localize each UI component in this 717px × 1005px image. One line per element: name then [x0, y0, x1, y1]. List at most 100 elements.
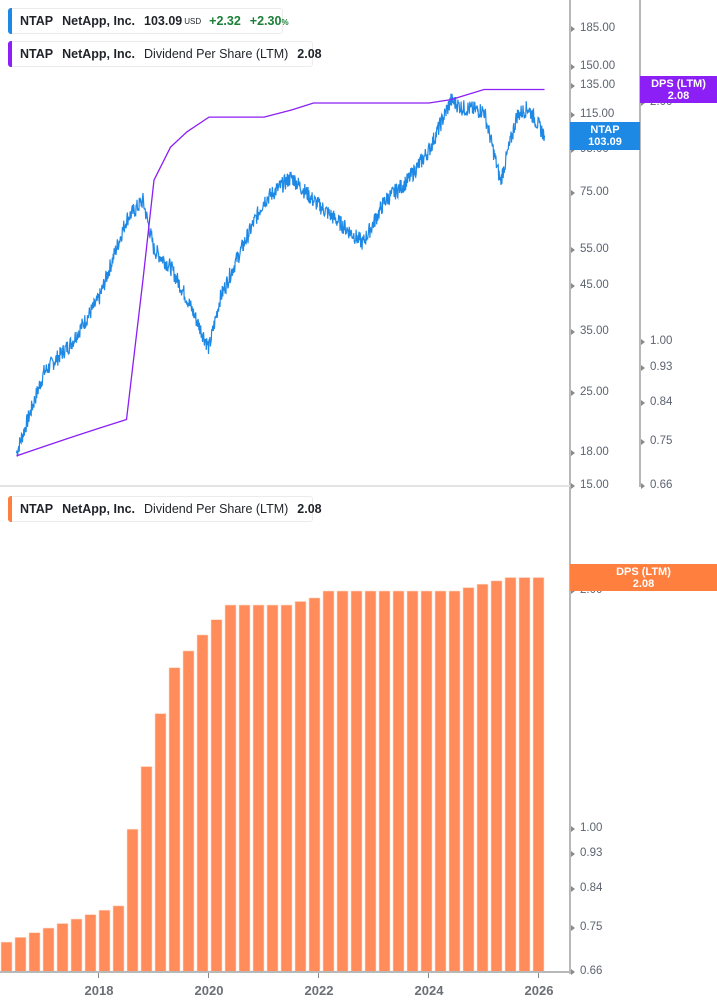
tick-mark — [641, 365, 645, 371]
price-legend[interactable]: NTAP NetApp, Inc. 103.09 USD +2.32 +2.30… — [8, 8, 283, 34]
ticker: NTAP — [20, 14, 53, 28]
dps-bar[interactable] — [463, 588, 474, 972]
dps-bar[interactable] — [407, 591, 418, 972]
ticker: NTAP — [20, 502, 53, 516]
dps-bar[interactable] — [435, 591, 446, 972]
x-tick-mark — [208, 973, 209, 978]
currency: USD — [184, 17, 201, 26]
dps-bar[interactable] — [351, 591, 362, 972]
dps-bar[interactable] — [211, 620, 222, 972]
price-change-percent: +2.30% — [250, 14, 289, 28]
dps-bar[interactable] — [533, 578, 544, 972]
dps-bar[interactable] — [281, 605, 292, 972]
dps-bar[interactable] — [29, 933, 40, 972]
tick-mark — [641, 400, 645, 406]
dps-bar[interactable] — [113, 906, 124, 972]
price-axis-label: 135.00 — [580, 79, 615, 91]
dps-bar[interactable] — [267, 605, 278, 972]
dps-bar[interactable] — [1, 942, 12, 972]
dps-bar[interactable] — [519, 578, 530, 972]
dps-bar[interactable] — [57, 924, 68, 972]
dps-bar[interactable] — [365, 591, 376, 972]
dps-axis-label: 0.93 — [580, 847, 602, 859]
dps-axis-line-bottom — [569, 487, 571, 974]
dps-line — [17, 90, 545, 456]
dps-bar[interactable] — [15, 937, 26, 972]
dps-bar[interactable] — [421, 591, 432, 972]
x-axis-line — [0, 971, 571, 973]
dps-bar[interactable] — [43, 928, 54, 972]
tag-label: DPS (LTM) — [640, 78, 717, 90]
tick-mark — [571, 83, 575, 89]
tick-mark — [571, 247, 575, 253]
price-last-value-tag: NTAP 103.09 — [570, 122, 640, 150]
x-axis-label: 2024 — [415, 983, 444, 998]
dps-bar[interactable] — [155, 714, 166, 972]
dps-bar[interactable] — [393, 591, 404, 972]
dps-bar[interactable] — [449, 591, 460, 972]
x-tick-mark — [98, 973, 99, 978]
tick-mark — [571, 190, 575, 196]
dps-bar[interactable] — [197, 635, 208, 972]
price-axis-label: 75.00 — [580, 186, 609, 198]
dps-axis-label: 1.00 — [650, 335, 672, 347]
price-axis-label: 185.00 — [580, 22, 615, 34]
price-axis-line — [569, 0, 571, 487]
dps-axis-label: 0.75 — [580, 921, 602, 933]
tick-mark — [571, 390, 575, 396]
dps-bar[interactable] — [99, 910, 110, 972]
price-axis-label: 25.00 — [580, 386, 609, 398]
dps-bar[interactable] — [71, 919, 82, 972]
dps-bar[interactable] — [225, 605, 236, 972]
dps-bar[interactable] — [477, 584, 488, 972]
tag-label: DPS (LTM) — [570, 566, 717, 578]
company-name: NetApp, Inc. — [62, 47, 135, 61]
dps-bar[interactable] — [323, 591, 334, 972]
ticker: NTAP — [20, 47, 53, 61]
metric-name: Dividend Per Share (LTM) — [144, 502, 288, 516]
dps-bar[interactable] — [491, 581, 502, 972]
dps-bar[interactable] — [253, 605, 264, 972]
price-axis-label: 55.00 — [580, 243, 609, 255]
dps-bar[interactable] — [85, 915, 96, 972]
tick-mark — [571, 450, 575, 456]
dps-legend-bottom[interactable]: NTAP NetApp, Inc. Dividend Per Share (LT… — [8, 496, 313, 522]
dps-axis-line — [639, 0, 641, 487]
tick-mark — [571, 112, 575, 118]
tick-mark — [571, 283, 575, 289]
dps-bar[interactable] — [379, 591, 390, 972]
dps-legend-top[interactable]: NTAP NetApp, Inc. Dividend Per Share (LT… — [8, 41, 313, 67]
dps-legend-color — [8, 496, 12, 522]
tag-value: 2.08 — [570, 578, 717, 590]
dps-bar[interactable] — [183, 651, 194, 972]
dps-legend-color — [8, 41, 12, 67]
dps-bar[interactable] — [127, 829, 138, 972]
tick-mark — [641, 439, 645, 445]
dps-bar[interactable] — [169, 668, 180, 972]
x-axis-label: 2022 — [305, 983, 334, 998]
price-dps-line-plot — [0, 0, 717, 487]
price-legend-color — [8, 8, 12, 34]
price-value: 103.09 — [144, 14, 182, 28]
dps-bar[interactable] — [295, 601, 306, 972]
price-axis-label: 35.00 — [580, 325, 609, 337]
dps-last-value-tag-top: DPS (LTM) 2.08 — [640, 76, 717, 103]
dps-bar[interactable] — [505, 578, 516, 972]
dps-axis-label: 0.66 — [580, 965, 602, 977]
dps-axis-label: 0.84 — [650, 396, 672, 408]
company-name: NetApp, Inc. — [62, 14, 135, 28]
price-axis-label: 115.00 — [580, 108, 614, 120]
tick-mark — [571, 851, 575, 857]
dps-axis-label: 1.00 — [580, 822, 602, 834]
tick-mark — [571, 329, 575, 335]
dps-bar[interactable] — [309, 598, 320, 972]
price-axis-label: 18.00 — [580, 446, 609, 458]
tag-value: 103.09 — [570, 136, 640, 148]
dps-axis-label: 0.93 — [650, 361, 672, 373]
tick-mark — [641, 339, 645, 345]
x-axis-label: 2018 — [85, 983, 114, 998]
dps-bar[interactable] — [337, 591, 348, 972]
dps-bar[interactable] — [141, 767, 152, 972]
dps-bar[interactable] — [239, 605, 250, 972]
tick-mark — [571, 969, 575, 975]
